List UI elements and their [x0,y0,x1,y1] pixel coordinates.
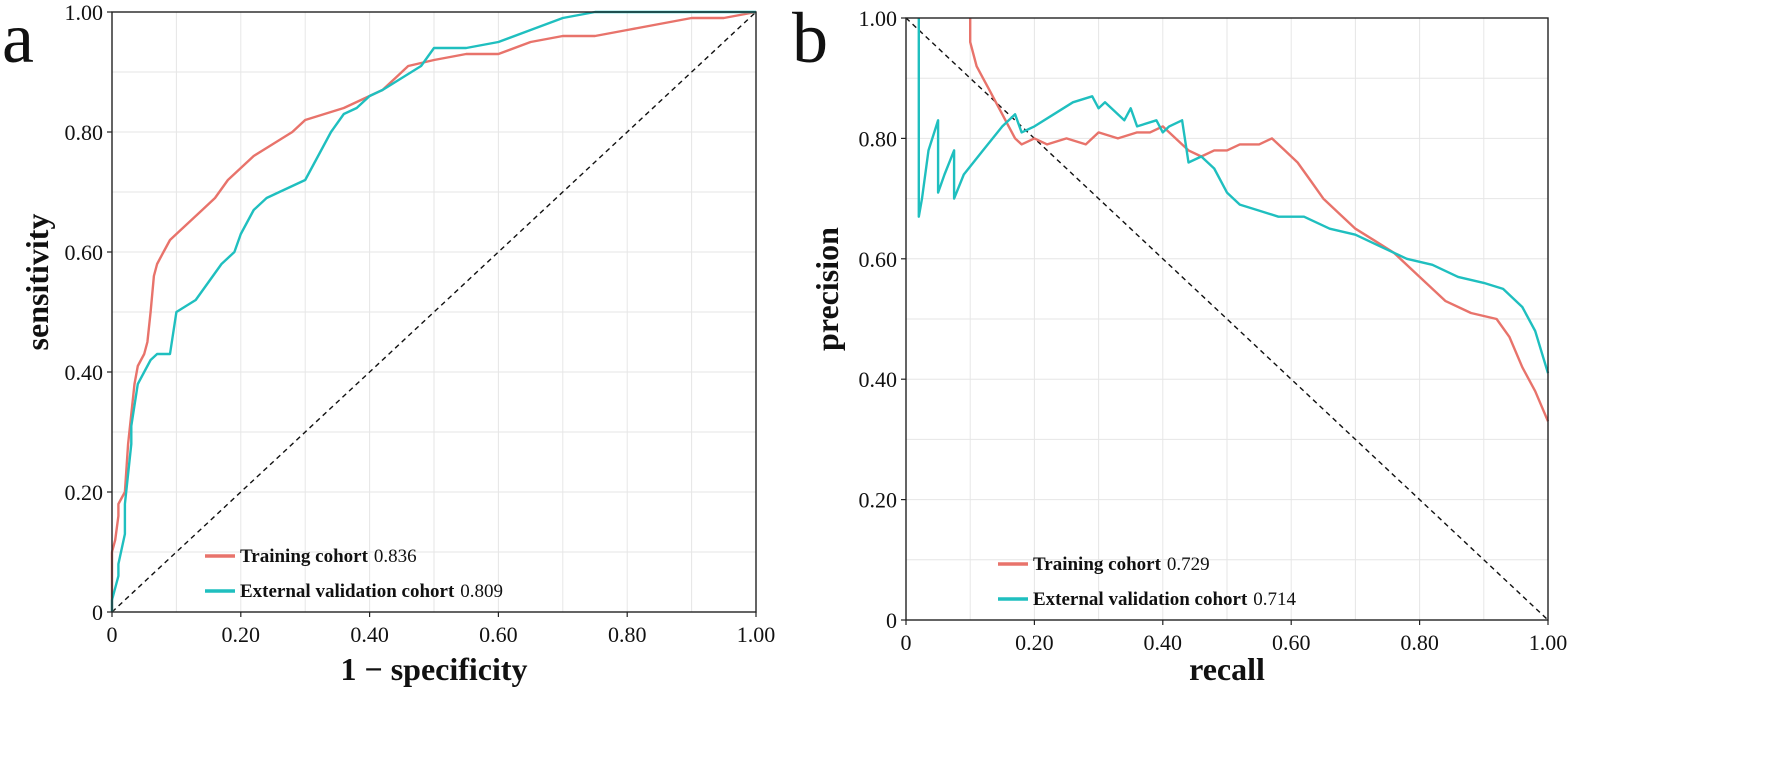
legend-entry: External validation cohort 0.714 [1033,589,1297,610]
x-tick-label: 0.80 [608,622,647,647]
legend-series-score: 0.836 [374,546,417,567]
panel-a-letter: a [2,0,34,78]
x-tick-label: 0.60 [479,622,518,647]
x-tick-label: 0.20 [1015,630,1054,655]
x-tick-label: 1.00 [1529,630,1568,655]
legend-series-name: Training cohort [1033,554,1162,575]
legend-series-name: Training cohort [240,546,369,567]
y-tick-label: 0.40 [65,360,104,385]
panel-a-legend: Training cohort 0.836 External validation … [205,546,503,602]
legend-entry: Training cohort 0.836 [240,546,417,567]
legend-series-score: 0.714 [1253,589,1296,610]
panel-b-precision-recall: 0 0.20 0.40 0.60 0.80 1.00 0 0.20 0.40 0.60 0.80 1… [792,0,1567,687]
legend-series-name: External validation cohort [240,581,455,602]
panel-a-series-layer [110,10,757,612]
y-tick-label: 0.80 [65,120,104,145]
panel-b-reference-diagonal [905,17,1549,621]
panel-b-frame [905,17,1549,621]
x-tick-label: 0.40 [1144,630,1183,655]
panel-b-letter: b [792,0,828,78]
x-tick-label: 0.20 [222,622,261,647]
panel-b-x-axis-label: recall [1189,651,1265,687]
legend-entry: External validation cohort 0.809 [240,581,503,602]
y-tick-label: 1.00 [859,6,898,31]
panel-b-grid [906,18,1548,620]
series-line-training-cohort [110,10,757,612]
x-tick-label: 0.60 [1272,630,1311,655]
x-tick-label: 0 [107,622,118,647]
y-tick-label: 0.60 [859,247,898,272]
panel-a-frame [111,11,757,613]
panel-b-legend: Training cohort 0.729 External validation … [998,554,1297,610]
panel-b-y-ticks: 0 0.20 0.40 0.60 0.80 1.00 [859,6,906,633]
y-tick-label: 1.00 [65,0,104,25]
panel-a-grid [112,12,756,612]
panel-a-x-axis-label: 1 − specificity [340,651,527,687]
panel-a-roc: 0 0.20 0.40 0.60 0.80 1.00 0 0.20 0.40 0.60 0.80 1… [2,0,775,687]
y-tick-label: 0.40 [859,367,898,392]
panel-b-y-axis-label: precision [809,227,845,351]
y-tick-label: 0.20 [65,480,104,505]
y-tick-label: 0.20 [859,488,898,513]
panel-a-y-ticks: 0 0.20 0.40 0.60 0.80 1.00 [65,0,112,625]
legend-series-name: External validation cohort [1033,589,1248,610]
y-tick-label: 0.80 [859,126,898,151]
legend-series-score: 0.729 [1167,554,1210,575]
y-tick-label: 0 [886,608,897,633]
panel-a-y-axis-label: sensitivity [19,214,55,351]
panel-b-x-ticks: 0 0.20 0.40 0.60 0.80 1.00 [901,620,1568,655]
legend-series-score: 0.809 [460,581,503,602]
x-tick-label: 0 [901,630,912,655]
y-tick-label: 0 [92,600,103,625]
panel-b-series-layer [917,18,1550,422]
x-tick-label: 0.40 [350,622,389,647]
series-line-external-validation-cohort [917,18,1550,374]
y-tick-label: 0.60 [65,240,104,265]
series-line-external-validation-cohort [110,10,756,612]
legend-entry: Training cohort 0.729 [1033,554,1210,575]
x-tick-label: 1.00 [737,622,776,647]
panel-a-reference-diagonal [111,11,757,613]
panel-a-x-ticks: 0 0.20 0.40 0.60 0.80 1.00 [107,612,776,647]
x-tick-label: 0.80 [1400,630,1439,655]
